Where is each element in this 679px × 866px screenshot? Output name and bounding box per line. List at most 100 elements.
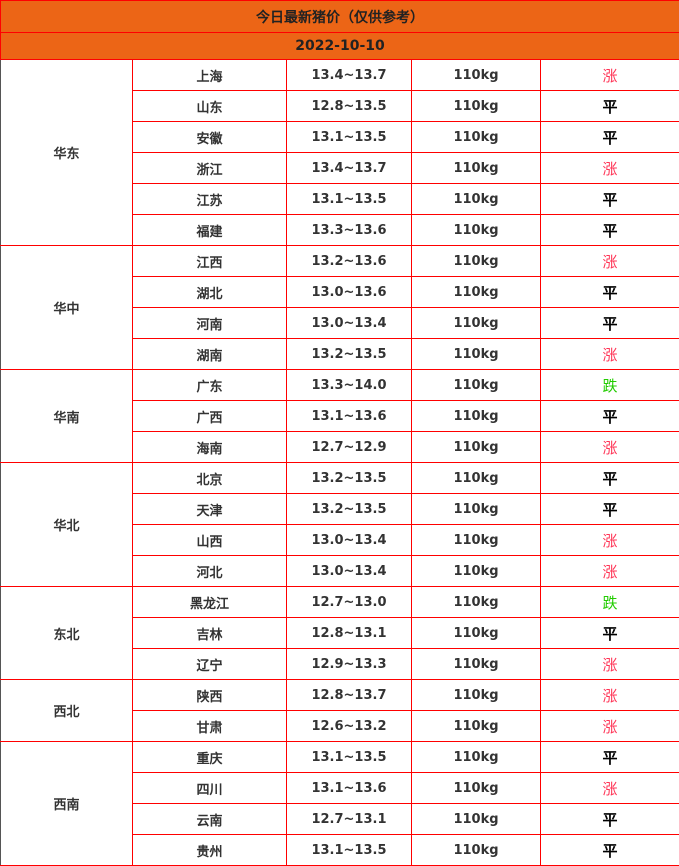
price-cell: 13.3~13.6 [286, 214, 412, 246]
trend-cell: 平 [539, 183, 679, 215]
table-row: 吉林 12.8~13.1 110kg 平 [1, 617, 679, 649]
weight-cell: 110kg [411, 586, 541, 618]
province-cell: 辽宁 [132, 648, 287, 680]
province-cell: 四川 [132, 772, 287, 804]
trend-cell: 跌 [539, 369, 679, 401]
province-cell: 江苏 [132, 183, 287, 215]
price-cell: 13.1~13.5 [286, 834, 412, 866]
province-cell: 安徽 [132, 121, 287, 153]
region-cell: 东北 [0, 586, 133, 680]
province-cell: 吉林 [132, 617, 287, 649]
region-cell: 西南 [0, 741, 133, 866]
trend-cell: 涨 [539, 338, 679, 370]
weight-cell: 110kg [411, 400, 541, 432]
weight-cell: 110kg [411, 338, 541, 370]
weight-cell: 110kg [411, 803, 541, 835]
table-row: 河北 13.0~13.4 110kg 涨 [1, 555, 679, 587]
table-row: 贵州 13.1~13.5 110kg 平 [1, 834, 679, 866]
price-cell: 12.6~13.2 [286, 710, 412, 742]
trend-cell: 涨 [539, 710, 679, 742]
price-cell: 13.1~13.5 [286, 741, 412, 773]
province-cell: 重庆 [132, 741, 287, 773]
province-cell: 北京 [132, 462, 287, 494]
table-row: 山西 13.0~13.4 110kg 涨 [1, 524, 679, 556]
table-row: 辽宁 12.9~13.3 110kg 涨 [1, 648, 679, 680]
province-cell: 陕西 [132, 679, 287, 711]
weight-cell: 110kg [411, 648, 541, 680]
region-cell: 西北 [0, 679, 133, 742]
price-cell: 12.8~13.7 [286, 679, 412, 711]
price-cell: 12.7~13.0 [286, 586, 412, 618]
trend-cell: 平 [539, 834, 679, 866]
province-cell: 河南 [132, 307, 287, 339]
price-cell: 13.0~13.6 [286, 276, 412, 308]
weight-cell: 110kg [411, 276, 541, 308]
table-row: 华北 北京 13.2~13.5 110kg 平 [0, 462, 679, 587]
province-cell: 浙江 [132, 152, 287, 184]
weight-cell: 110kg [411, 369, 541, 401]
trend-cell: 涨 [539, 772, 679, 804]
province-cell: 山东 [132, 90, 287, 122]
weight-cell: 110kg [411, 741, 541, 773]
table-row: 山东 12.8~13.5 110kg 平 [1, 90, 679, 122]
price-cell: 13.2~13.5 [286, 338, 412, 370]
price-cell: 13.0~13.4 [286, 524, 412, 556]
price-cell: 12.7~13.1 [286, 803, 412, 835]
table-row: 云南 12.7~13.1 110kg 平 [1, 803, 679, 835]
weight-cell: 110kg [411, 834, 541, 866]
trend-cell: 涨 [539, 679, 679, 711]
province-cell: 湖南 [132, 338, 287, 370]
province-cell: 天津 [132, 493, 287, 525]
table-row: 湖北 13.0~13.6 110kg 平 [1, 276, 679, 308]
weight-cell: 110kg [411, 772, 541, 804]
price-cell: 13.0~13.4 [286, 307, 412, 339]
province-cell: 黑龙江 [132, 586, 287, 618]
region-cell: 华南 [0, 369, 133, 463]
weight-cell: 110kg [411, 462, 541, 494]
trend-cell: 平 [539, 214, 679, 246]
table-date: 2022-10-10 [0, 32, 679, 60]
table-row: 华东 上海 13.4~13.7 110kg 涨 [0, 59, 679, 246]
price-cell: 13.1~13.6 [286, 400, 412, 432]
province-cell: 上海 [132, 59, 287, 91]
province-cell: 山西 [132, 524, 287, 556]
province-cell: 云南 [132, 803, 287, 835]
table-row: 河南 13.0~13.4 110kg 平 [1, 307, 679, 339]
price-cell: 13.2~13.6 [286, 245, 412, 277]
weight-cell: 110kg [411, 121, 541, 153]
weight-cell: 110kg [411, 617, 541, 649]
price-cell: 12.7~12.9 [286, 431, 412, 463]
weight-cell: 110kg [411, 431, 541, 463]
weight-cell: 110kg [411, 152, 541, 184]
table-title: 今日最新猪价（仅供参考） [0, 0, 679, 33]
trend-cell: 平 [539, 462, 679, 494]
table-row: 华南 广东 13.3~14.0 110kg 跌 [0, 369, 679, 463]
price-cell: 12.8~13.1 [286, 617, 412, 649]
weight-cell: 110kg [411, 710, 541, 742]
province-cell: 湖北 [132, 276, 287, 308]
weight-cell: 110kg [411, 524, 541, 556]
table-row: 湖南 13.2~13.5 110kg 涨 [1, 338, 679, 370]
price-cell: 13.4~13.7 [286, 59, 412, 91]
weight-cell: 110kg [411, 90, 541, 122]
weight-cell: 110kg [411, 59, 541, 91]
province-cell: 广西 [132, 400, 287, 432]
trend-cell: 涨 [539, 555, 679, 587]
province-cell: 广东 [132, 369, 287, 401]
region-cell: 华中 [0, 245, 133, 370]
province-cell: 贵州 [132, 834, 287, 866]
table-row: 浙江 13.4~13.7 110kg 涨 [1, 152, 679, 184]
trend-cell: 涨 [539, 431, 679, 463]
table-row: 西北 陕西 12.8~13.7 110kg 涨 [0, 679, 679, 742]
region-cell: 华东 [0, 59, 133, 246]
price-cell: 13.4~13.7 [286, 152, 412, 184]
weight-cell: 110kg [411, 555, 541, 587]
table-row: 西南 重庆 13.1~13.5 110kg 平 [0, 741, 679, 866]
price-cell: 12.8~13.5 [286, 90, 412, 122]
province-cell: 甘肃 [132, 710, 287, 742]
weight-cell: 110kg [411, 214, 541, 246]
price-cell: 13.0~13.4 [286, 555, 412, 587]
weight-cell: 110kg [411, 493, 541, 525]
trend-cell: 平 [539, 617, 679, 649]
